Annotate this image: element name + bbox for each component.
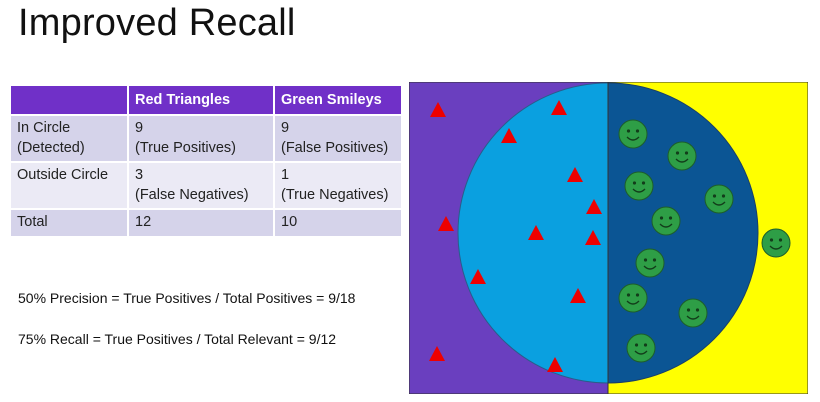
cell-total-green: 10 <box>274 208 401 236</box>
cell-true-positives: 9 (True Positives) <box>128 113 275 163</box>
red-triangle <box>547 357 563 372</box>
row-label: Outside Circle <box>11 161 129 210</box>
cell-note: (False Positives) <box>281 139 389 156</box>
cell-value: 1 <box>281 167 290 184</box>
precision-recall-diagram <box>409 82 808 394</box>
green-smiley <box>704 184 734 214</box>
green-smiley <box>635 248 665 278</box>
header-red-triangles: Red Triangles <box>128 86 275 115</box>
red-triangle <box>430 102 446 117</box>
recall-formula: 75% Recall = True Positives / Total Rele… <box>18 331 337 347</box>
red-triangle <box>585 230 601 245</box>
row-label-line2: (Detected) <box>17 139 85 156</box>
cell-true-negatives: 1 (True Negatives) <box>274 161 401 210</box>
cell-false-positives: 9 (False Positives) <box>274 113 401 163</box>
header-empty <box>11 86 129 115</box>
green-smiley <box>651 206 681 236</box>
green-smiley <box>618 283 648 313</box>
row-label: Total <box>11 208 129 236</box>
red-triangle <box>567 167 583 182</box>
red-triangle <box>429 346 445 361</box>
row-label-line1: Outside Circle <box>17 167 109 184</box>
precision-formula: 50% Precision = True Positives / Total P… <box>18 290 356 306</box>
green-smiley <box>667 141 697 171</box>
red-triangle <box>528 225 544 240</box>
cell-value: 3 <box>135 167 144 184</box>
green-smiley <box>618 119 648 149</box>
slide-title: Improved Recall <box>18 2 296 44</box>
diagram-marks <box>429 100 791 372</box>
red-triangle <box>586 199 602 214</box>
row-label-line1: In Circle <box>17 120 71 136</box>
table-header-row: Red Triangles Green Smileys <box>11 86 401 115</box>
cell-false-negatives: 3 (False Negatives) <box>128 161 275 210</box>
red-triangle <box>570 288 586 303</box>
red-triangle <box>438 216 454 231</box>
cell-value: 9 <box>135 120 144 136</box>
cell-note: (True Positives) <box>135 139 236 156</box>
row-label: In Circle (Detected) <box>11 113 129 163</box>
table-row-total: Total 12 10 <box>11 208 401 236</box>
red-triangle <box>551 100 567 115</box>
cell-value: 9 <box>281 120 290 136</box>
table-row-outside-circle: Outside Circle 3 (False Negatives) 1 (Tr… <box>11 161 401 210</box>
cell-total-red: 12 <box>128 208 275 236</box>
red-triangle <box>470 269 486 284</box>
header-green-smileys: Green Smileys <box>274 86 401 115</box>
green-smiley <box>761 228 791 258</box>
green-smiley <box>626 333 656 363</box>
green-smiley <box>624 171 654 201</box>
cell-note: (True Negatives) <box>281 186 389 203</box>
green-smiley <box>678 298 708 328</box>
confusion-table: Red Triangles Green Smileys In Circle (D… <box>11 86 401 236</box>
circle-right-half <box>608 82 759 384</box>
red-triangle <box>501 128 517 143</box>
table-row-in-circle: In Circle (Detected) 9 (True Positives) … <box>11 113 401 163</box>
cell-note: (False Negatives) <box>135 186 249 203</box>
